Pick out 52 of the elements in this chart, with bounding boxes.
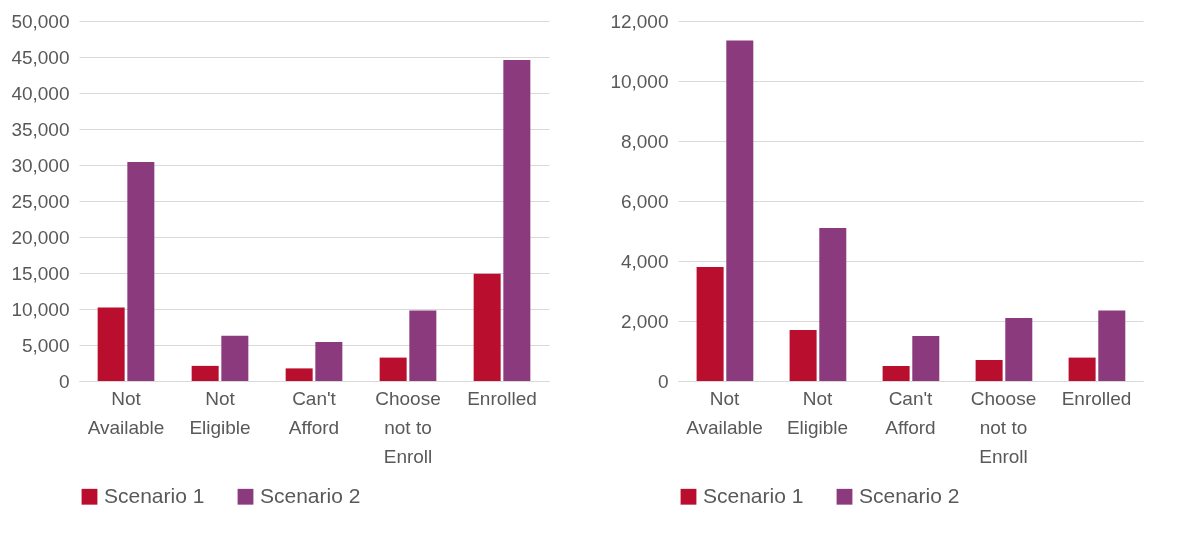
bar xyxy=(696,267,724,381)
y-tick-label: 6,000 xyxy=(620,190,669,212)
y-tick-label: 2,000 xyxy=(620,310,669,332)
y-tick-label: 35,000 xyxy=(11,118,70,140)
x-tick-label: Not Eligible xyxy=(786,387,849,438)
bar xyxy=(97,307,125,381)
bar xyxy=(127,162,155,381)
y-tick-label: 30,000 xyxy=(11,154,70,176)
bar xyxy=(503,59,531,381)
x-tick-label: Not Available xyxy=(686,387,763,438)
bar xyxy=(975,360,1003,381)
bar xyxy=(221,335,249,381)
y-tick-label: 10,000 xyxy=(610,70,669,92)
legend-label: Scenario 2 xyxy=(260,483,361,507)
bar xyxy=(1098,310,1126,381)
y-tick-label: 45,000 xyxy=(11,46,70,68)
bar xyxy=(285,368,313,381)
x-tick-label: Enrolled xyxy=(1061,387,1132,409)
bar xyxy=(191,365,219,381)
y-tick-label: 25,000 xyxy=(11,190,70,212)
x-tick-label: Can't Afford xyxy=(885,387,936,438)
x-tick-label: Can't Afford xyxy=(288,387,340,438)
y-tick-label: 0 xyxy=(657,370,669,392)
legend-label: Scenario 1 xyxy=(703,483,804,507)
bar xyxy=(726,40,754,381)
legend-label: Scenario 2 xyxy=(859,483,960,507)
x-tick-label: Enrolled xyxy=(467,387,537,409)
bar xyxy=(819,228,847,381)
x-tick-label: Not Eligible xyxy=(189,387,251,438)
y-tick-label: 50,000 xyxy=(11,10,70,32)
y-tick-label: 5,000 xyxy=(21,334,70,356)
bar xyxy=(379,357,407,381)
bar xyxy=(882,366,910,381)
bar xyxy=(315,342,343,381)
y-tick-label: 12,000 xyxy=(610,10,669,32)
y-tick-label: 15,000 xyxy=(11,262,70,284)
y-tick-label: 0 xyxy=(58,370,70,392)
bar xyxy=(473,273,501,381)
bar xyxy=(1068,357,1096,381)
y-tick-label: 10,000 xyxy=(11,298,70,320)
x-tick-label: Choose not to Enroll xyxy=(970,387,1037,467)
legend-label: Scenario 1 xyxy=(104,483,205,507)
bar xyxy=(789,330,817,381)
x-tick-label: Not Available xyxy=(87,387,165,438)
bar xyxy=(409,310,437,381)
y-tick-label: 20,000 xyxy=(11,226,70,248)
y-tick-label: 4,000 xyxy=(620,250,669,272)
x-tick-label: Choose not to Enroll xyxy=(375,387,441,467)
y-tick-label: 8,000 xyxy=(620,130,669,152)
bar xyxy=(912,336,940,381)
y-tick-label: 40,000 xyxy=(11,82,70,104)
bar xyxy=(1005,318,1033,381)
